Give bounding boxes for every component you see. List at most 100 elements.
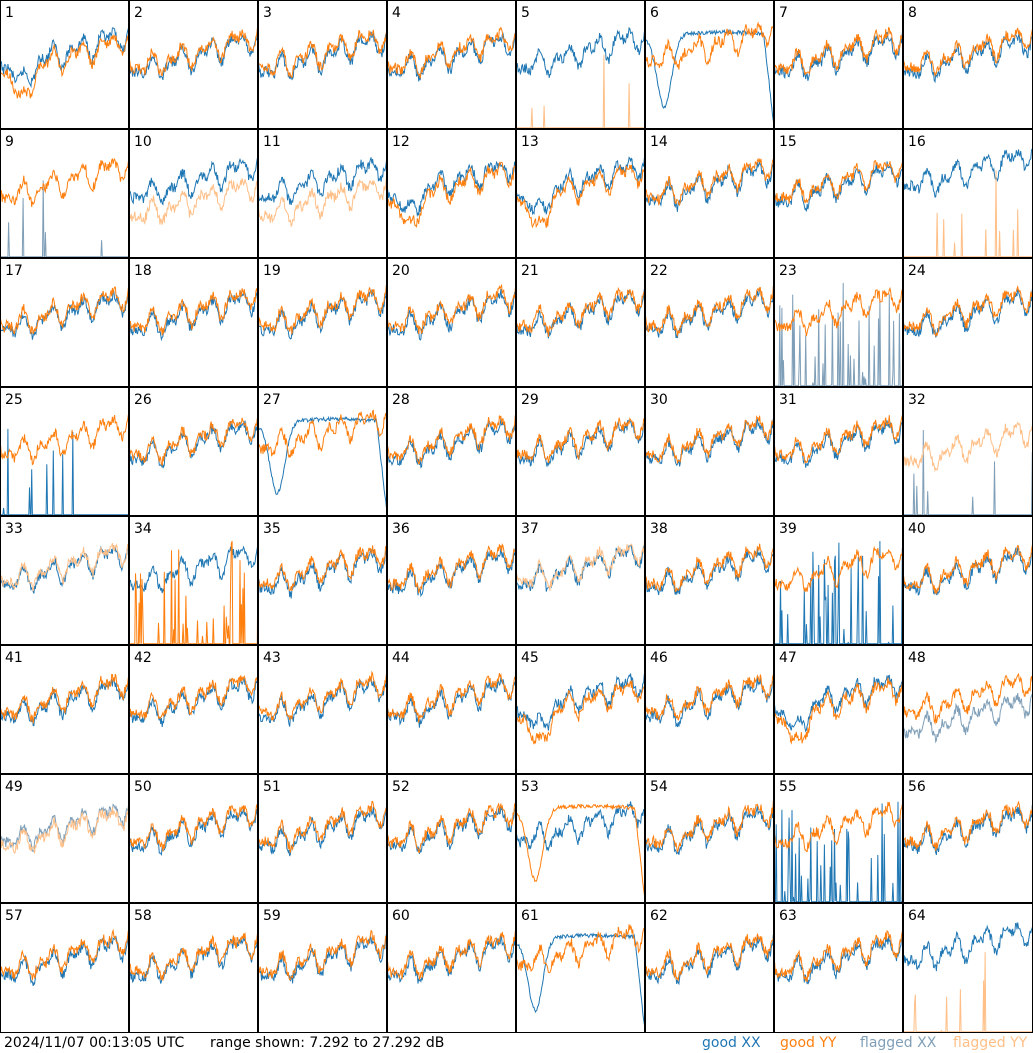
trace-good-yy: [387, 930, 516, 981]
panel-label: 41: [5, 650, 23, 666]
panel-62: 62: [645, 903, 774, 1033]
panel-35: 35: [258, 516, 387, 645]
trace-good-yy: [129, 800, 258, 852]
panel-label: 40: [908, 521, 926, 537]
panel-39: 39: [774, 516, 903, 645]
panel-frame: [645, 645, 774, 774]
panel-traces: [516, 670, 645, 745]
panel-traces: [129, 932, 258, 984]
panel-traces: [129, 540, 258, 645]
panel-label: 24: [908, 263, 926, 279]
trace-good-xx: [387, 288, 516, 341]
panel-traces: [903, 27, 1033, 84]
panel-label: 43: [263, 650, 281, 666]
range-label: range shown: 7.292 to 27.292 dB: [210, 1035, 445, 1051]
panel-traces: [258, 282, 387, 340]
panel-traces: [516, 924, 645, 1030]
panel-label: 31: [779, 392, 797, 408]
panel-traces: [774, 798, 903, 903]
trace-good-yy: [258, 545, 387, 592]
panel-43: 43: [258, 645, 387, 774]
panel-traces: [516, 540, 645, 592]
panel-28: 28: [387, 387, 516, 516]
panel-frame: [258, 774, 387, 903]
panel-traces: [516, 26, 645, 129]
panel-frame: [516, 516, 645, 645]
panel-frame: [387, 0, 516, 129]
panel-traces: [258, 154, 387, 228]
panel-traces: [129, 283, 258, 342]
panel-63: 63: [774, 903, 903, 1033]
panel-48: 48: [903, 645, 1033, 774]
panel-frame: [645, 516, 774, 645]
trace-good-yy: [903, 27, 1033, 78]
panel-22: 22: [645, 258, 774, 387]
trace-flagged-yy: [0, 804, 129, 854]
panel-frame: [645, 0, 774, 129]
panel-traces: [645, 285, 774, 339]
panel-frame: [516, 0, 645, 129]
panel-traces: [258, 929, 387, 984]
trace-good-xx: [0, 935, 129, 987]
panel-frame: [387, 258, 516, 387]
panel-label: 12: [392, 134, 410, 150]
panel-frame: [516, 774, 645, 903]
panel-label: 13: [521, 134, 539, 150]
trace-good-xx: [774, 935, 903, 985]
panel-traces: [258, 545, 387, 599]
panel-traces: [774, 670, 903, 745]
trace-good-xx: [258, 802, 387, 857]
panel-frame: [774, 129, 903, 258]
panel-frame: [645, 258, 774, 387]
panel-label: 19: [263, 263, 281, 279]
panel-frame: [387, 645, 516, 774]
trace-good-yy: [516, 677, 645, 745]
trace-good-xx: [516, 26, 645, 78]
trace-flagged-yy: [516, 54, 645, 129]
panel-24: 24: [903, 258, 1033, 387]
trace-good-yy: [387, 282, 516, 335]
trace-good-yy: [0, 34, 129, 99]
panel-traces: [0, 27, 129, 99]
panel-7: 7: [774, 0, 903, 129]
trace-good-xx: [516, 801, 645, 852]
panel-traces: [516, 153, 645, 229]
trace-good-xx: [258, 154, 387, 205]
panel-traces: [645, 415, 774, 467]
panel-traces: [645, 21, 774, 127]
trace-good-xx: [129, 545, 258, 594]
trace-good-yy: [903, 285, 1033, 337]
panel-frame: [0, 903, 129, 1033]
trace-good-yy: [387, 26, 516, 79]
panel-label: 39: [779, 521, 797, 537]
trace-good-yy: [258, 282, 387, 335]
panel-58: 58: [129, 903, 258, 1033]
trace-good-yy: [0, 928, 129, 981]
trace-good-xx: [774, 670, 903, 733]
trace-good-yy: [645, 672, 774, 721]
panel-frame: [258, 129, 387, 258]
panel-traces: [645, 543, 774, 596]
panel-14: 14: [645, 129, 774, 258]
panel-frame: [258, 258, 387, 387]
panel-frame: [774, 0, 903, 129]
trace-good-yy: [258, 799, 387, 853]
panel-traces: [774, 541, 903, 645]
trace-flagged-yy: [903, 952, 1033, 1033]
trace-good-yy: [387, 543, 516, 594]
panel-traces: [0, 798, 129, 854]
trace-flagged-yy: [129, 175, 258, 226]
panel-label: 27: [263, 392, 281, 408]
panel-label: 14: [650, 134, 668, 150]
trace-good-xx: [387, 547, 516, 598]
trace-good-xx: [129, 802, 258, 857]
panel-frame: [645, 774, 774, 903]
panel-traces: [387, 543, 516, 598]
panel-label: 5: [521, 5, 530, 21]
panel-51: 51: [258, 774, 387, 903]
panel-traces: [387, 672, 516, 728]
panel-frame: [129, 903, 258, 1033]
panel-label: 23: [779, 263, 797, 279]
panel-frame: [516, 903, 645, 1033]
panel-frame: [129, 0, 258, 129]
